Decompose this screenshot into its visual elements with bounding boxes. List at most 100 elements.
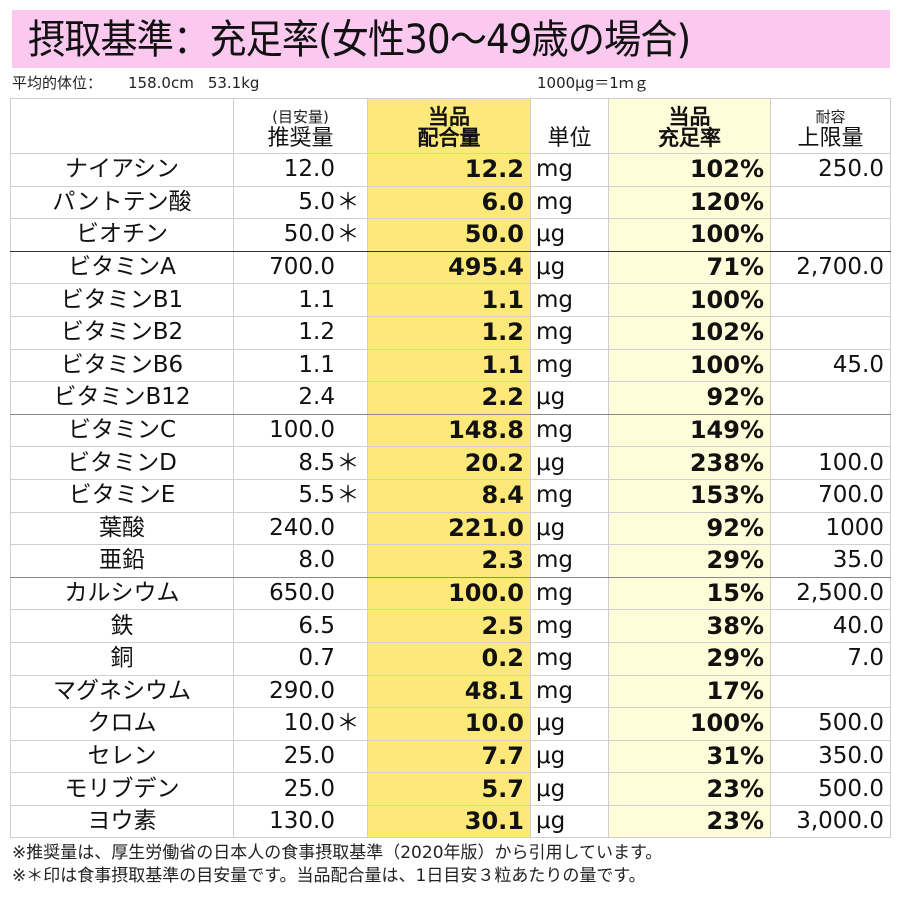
unit: mg (530, 576, 609, 611)
recommended-number: 12.0 (283, 156, 335, 183)
sufficiency-rate: 100% (608, 707, 771, 741)
body-weight: 53.1kg (207, 74, 260, 92)
sufficiency-rate: 29% (608, 544, 771, 578)
product-amount: 6.0 (367, 185, 531, 220)
sufficiency-rate: 31% (608, 739, 771, 774)
unit: μg (530, 804, 609, 839)
header-rate-line1: 当品 (668, 105, 711, 129)
nutrient-name: マグネシウム (10, 674, 234, 709)
nutrient-name: クロム (10, 707, 234, 741)
recommended-value: 5.0＊ (233, 185, 368, 220)
upper-limit (770, 218, 891, 252)
unit: μg (530, 218, 609, 252)
unit: μg (530, 707, 609, 741)
product-amount: 148.8 (367, 413, 531, 448)
recommended-number: 2.4 (298, 384, 335, 411)
upper-limit: 500.0 (770, 707, 891, 741)
table-row: ヨウ素 130.0 30.1 μg 23% 3,000.0 (10, 804, 891, 839)
upper-limit (770, 413, 891, 448)
product-amount: 100.0 (367, 576, 531, 611)
adequate-intake-mark: ＊ (336, 221, 360, 248)
recommended-number: 1.2 (298, 319, 335, 346)
table-row: ビタミンB6 1.1 1.1 mg 100% 45.0 (10, 348, 891, 383)
sufficiency-rate: 38% (608, 609, 771, 643)
header-recommended-note: (目安量) (272, 108, 329, 126)
product-amount: 1.1 (367, 283, 531, 317)
table-row: ビタミンB12 2.4 2.2 μg 92% (10, 381, 891, 415)
sufficiency-rate: 102% (608, 153, 771, 187)
table-row: ビタミンB2 1.2 1.2 mg 102% (10, 315, 891, 350)
header-unit: 単位 (530, 98, 609, 154)
recommended-number: 50.0 (283, 221, 335, 248)
product-amount: 48.1 (367, 674, 531, 709)
recommended-value: 100.0 (233, 413, 368, 448)
nutrient-name: ビタミンC (10, 413, 234, 448)
product-amount: 495.4 (367, 250, 531, 285)
product-amount: 1.2 (367, 315, 531, 350)
nutrient-name: ビタミンE (10, 478, 234, 513)
recommended-number: 130.0 (269, 808, 335, 835)
product-amount: 30.1 (367, 804, 531, 839)
adequate-intake-mark: ＊ (336, 482, 360, 509)
upper-limit: 250.0 (770, 153, 891, 187)
nutrient-name: 銅 (10, 641, 234, 676)
nutrient-name: ビタミンB2 (10, 315, 234, 350)
table-row: パントテン酸 5.0＊ 6.0 mg 120% (10, 185, 891, 220)
sufficiency-rate: 15% (608, 576, 771, 611)
product-amount: 2.2 (367, 381, 531, 415)
recommended-value: 50.0＊ (233, 218, 368, 252)
nutrient-name: ビタミンB6 (10, 348, 234, 383)
table-row: ビタミンB1 1.1 1.1 mg 100% (10, 283, 891, 317)
nutrient-name: ビオチン (10, 218, 234, 252)
product-amount: 8.4 (367, 478, 531, 513)
header-amount-line2: 配合量 (417, 126, 481, 150)
table-row: ビタミンA 700.0 495.4 μg 71% 2,700.0 (10, 250, 891, 285)
header-amount: 当品 配合量 (367, 98, 531, 154)
unit: mg (530, 478, 609, 513)
header-recommended-label: 推奨量 (267, 126, 334, 151)
header-recommended: (目安量) 推奨量 (233, 98, 368, 154)
recommended-value: 0.7 (233, 641, 368, 676)
recommended-value: 25.0 (233, 772, 368, 806)
upper-limit: 40.0 (770, 609, 891, 643)
product-amount: 1.1 (367, 348, 531, 383)
sufficiency-rate: 71% (608, 250, 771, 285)
recommended-number: 290.0 (269, 677, 335, 704)
nutrient-name: パントテン酸 (10, 185, 234, 220)
body-height: 158.0cm (128, 74, 194, 92)
upper-limit: 500.0 (770, 772, 891, 806)
nutrient-name: ビタミンB12 (10, 381, 234, 415)
header-nutrient (10, 98, 234, 154)
recommended-value: 700.0 (233, 250, 368, 285)
recommended-number: 0.7 (298, 645, 335, 672)
recommended-number: 8.5 (298, 449, 335, 476)
sufficiency-rate: 100% (608, 348, 771, 383)
product-amount: 7.7 (367, 739, 531, 774)
table-row: 鉄 6.5 2.5 mg 38% 40.0 (10, 609, 891, 643)
table-row: セレン 25.0 7.7 μg 31% 350.0 (10, 739, 891, 774)
recommended-number: 100.0 (269, 417, 335, 444)
unit: μg (530, 739, 609, 774)
page-title: 摂取基準：充足率(女性30～49歳の場合) (28, 17, 691, 63)
recommended-value: 8.0 (233, 544, 368, 578)
unit: mg (530, 348, 609, 383)
table-header-row: (目安量) 推奨量 当品 配合量 単位 当品 充足率 耐容 上限量 (10, 98, 891, 154)
unit: μg (530, 381, 609, 415)
sufficiency-rate: 153% (608, 478, 771, 513)
table-row: 亜鉛 8.0 2.3 mg 29% 35.0 (10, 544, 891, 578)
sufficiency-rate: 149% (608, 413, 771, 448)
unit: μg (530, 511, 609, 546)
sufficiency-rate: 238% (608, 446, 771, 480)
recommended-value: 25.0 (233, 739, 368, 774)
sufficiency-rate: 120% (608, 185, 771, 220)
header-unit-label: 単位 (547, 126, 592, 151)
sufficiency-rate: 23% (608, 772, 771, 806)
unit: μg (530, 446, 609, 480)
unit: mg (530, 544, 609, 578)
upper-limit (770, 185, 891, 220)
recommended-value: 2.4 (233, 381, 368, 415)
unit: mg (530, 641, 609, 676)
unit: mg (530, 609, 609, 643)
table-row: ビタミンC 100.0 148.8 mg 149% (10, 413, 891, 448)
upper-limit: 1000 (770, 511, 891, 546)
